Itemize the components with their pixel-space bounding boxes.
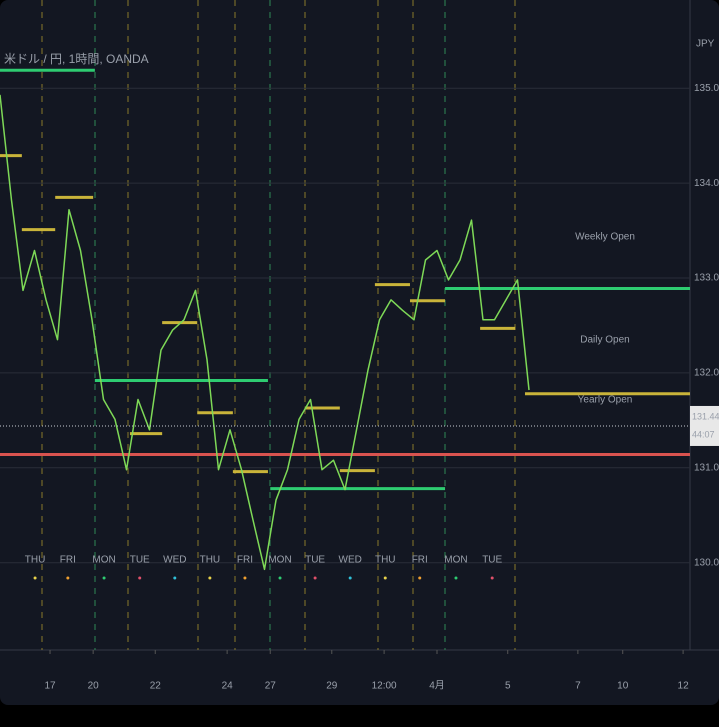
day-dot <box>173 576 177 580</box>
x-tick-label: 12 <box>678 681 690 692</box>
session-lines <box>41 0 516 650</box>
day-dot <box>383 576 387 580</box>
x-tick-label: 22 <box>150 681 162 692</box>
day-dot <box>66 576 70 580</box>
day-label: THU <box>200 555 221 566</box>
day-label: TUE <box>305 555 325 566</box>
day-label: WED <box>339 555 362 566</box>
day-label: MON <box>268 555 291 566</box>
last-price-label: 131.441 <box>692 411 719 421</box>
day-dot <box>102 576 106 580</box>
y-tick-label: 135.000 <box>694 83 719 94</box>
level-label: Daily Open <box>580 335 629 346</box>
day-label: FRI <box>412 555 428 566</box>
price-line <box>0 94 530 571</box>
day-dot <box>313 576 317 580</box>
x-tick-label: 20 <box>88 681 100 692</box>
level-label: Weekly Open <box>575 232 635 243</box>
y-tick-label: 132.000 <box>694 368 719 379</box>
day-label: THU <box>375 555 396 566</box>
x-tick-label: 7 <box>575 681 581 692</box>
day-dot <box>348 576 352 580</box>
countdown-label: 44:07 <box>692 429 715 439</box>
last-price-box <box>690 405 719 446</box>
day-dot <box>278 576 282 580</box>
day-dot <box>33 576 37 580</box>
day-label: MON <box>444 555 467 566</box>
x-tick-label: 29 <box>326 681 338 692</box>
x-tick-label: 17 <box>44 681 56 692</box>
day-label: FRI <box>237 555 253 566</box>
day-label: FRI <box>60 555 76 566</box>
level-label: Yearly Open <box>578 395 633 406</box>
y-tick-label: 133.000 <box>694 273 719 284</box>
x-tick-label: 12:00 <box>372 681 397 692</box>
chart-title: 米ドル / 円, 1時間, OANDA <box>4 52 149 66</box>
y-tick-label: 130.000 <box>694 557 719 568</box>
y-tick-label: 131.000 <box>694 462 719 473</box>
day-dot <box>208 576 212 580</box>
day-dot <box>243 576 247 580</box>
day-dot <box>490 576 494 580</box>
x-tick-label: 24 <box>222 681 234 692</box>
day-dot <box>138 576 142 580</box>
day-dot <box>454 576 458 580</box>
y-tick-label: 134.000 <box>694 178 719 189</box>
day-label: MON <box>92 555 115 566</box>
x-tick-label: 10 <box>617 681 629 692</box>
day-dot <box>418 576 422 580</box>
chart-background <box>0 0 719 705</box>
day-label: TUE <box>130 555 150 566</box>
x-tick-label: 4月 <box>429 680 445 692</box>
day-label: THU <box>25 555 46 566</box>
x-tick-label: 27 <box>265 681 277 692</box>
currency-label: JPY <box>696 39 715 50</box>
day-label: WED <box>163 555 186 566</box>
day-label: TUE <box>482 555 502 566</box>
x-tick-label: 5 <box>505 681 511 692</box>
